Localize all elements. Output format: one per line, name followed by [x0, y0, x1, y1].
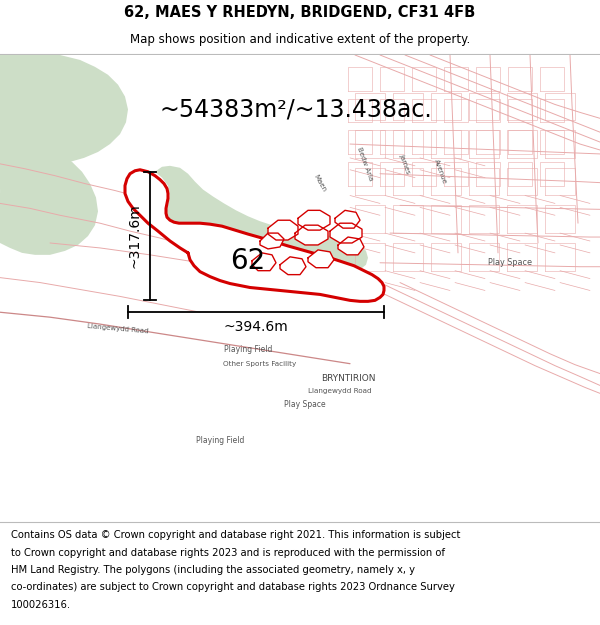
Text: BRYNTIRION: BRYNTIRION — [321, 374, 375, 383]
Text: Llangewydd Road: Llangewydd Road — [87, 323, 149, 335]
Polygon shape — [0, 150, 98, 255]
Polygon shape — [335, 211, 360, 228]
Text: Bedw Arla: Bedw Arla — [356, 146, 374, 181]
Polygon shape — [268, 220, 298, 240]
Text: Map shows position and indicative extent of the property.: Map shows position and indicative extent… — [130, 33, 470, 46]
Polygon shape — [330, 223, 362, 243]
Text: Playing Field: Playing Field — [224, 346, 272, 354]
Text: 62: 62 — [230, 247, 266, 275]
Text: Contains OS data © Crown copyright and database right 2021. This information is : Contains OS data © Crown copyright and d… — [11, 531, 460, 541]
Text: 100026316.: 100026316. — [11, 600, 71, 610]
Text: HM Land Registry. The polygons (including the associated geometry, namely x, y: HM Land Registry. The polygons (includin… — [11, 565, 415, 575]
Text: 62, MAES Y RHEDYN, BRIDGEND, CF31 4FB: 62, MAES Y RHEDYN, BRIDGEND, CF31 4FB — [124, 4, 476, 19]
Polygon shape — [298, 211, 330, 230]
Polygon shape — [0, 55, 128, 164]
Text: ~394.6m: ~394.6m — [224, 320, 289, 334]
Text: to Crown copyright and database rights 2023 and is reproduced with the permissio: to Crown copyright and database rights 2… — [11, 548, 445, 558]
Text: Avenue: Avenue — [433, 159, 447, 185]
Text: Play Space: Play Space — [488, 258, 532, 268]
Polygon shape — [155, 166, 368, 272]
Text: Playing Field: Playing Field — [196, 436, 244, 446]
Polygon shape — [260, 233, 284, 249]
Text: James: James — [398, 153, 412, 174]
Text: ~317.6m: ~317.6m — [128, 204, 142, 268]
Text: ~54383m²/~13.438ac.: ~54383m²/~13.438ac. — [160, 98, 433, 121]
Polygon shape — [308, 250, 334, 268]
Polygon shape — [338, 237, 364, 255]
Text: Play Space: Play Space — [284, 400, 326, 409]
Text: Other Sports Facility: Other Sports Facility — [223, 361, 296, 367]
Polygon shape — [252, 253, 276, 271]
Text: co-ordinates) are subject to Crown copyright and database rights 2023 Ordnance S: co-ordinates) are subject to Crown copyr… — [11, 582, 455, 592]
Polygon shape — [125, 170, 384, 301]
Polygon shape — [280, 257, 306, 274]
Text: Llangewydd Road: Llangewydd Road — [308, 388, 372, 394]
Polygon shape — [295, 225, 328, 245]
Text: Maen: Maen — [313, 174, 328, 193]
Polygon shape — [0, 55, 74, 251]
